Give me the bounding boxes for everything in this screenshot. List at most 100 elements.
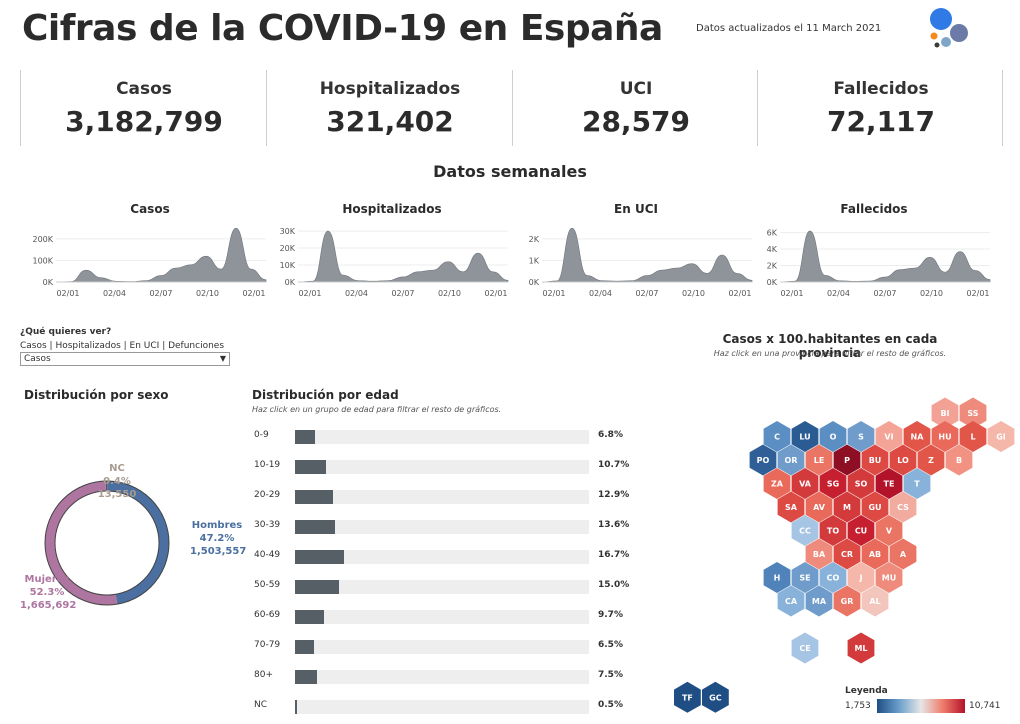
- sex-label-nc[interactable]: NC 0.4% 13,550: [92, 462, 142, 501]
- hex-shape[interactable]: [805, 585, 833, 617]
- province-hex-to[interactable]: TO: [819, 515, 847, 546]
- hex-shape[interactable]: [763, 468, 791, 499]
- age-bar-track[interactable]: [295, 430, 589, 444]
- sex-label-mujeres[interactable]: Mujeres 52.3% 1,665,692: [20, 573, 76, 612]
- province-hex-bu[interactable]: BU: [861, 444, 889, 476]
- age-bar-track[interactable]: [295, 550, 589, 564]
- province-hex-ba[interactable]: BA: [805, 538, 833, 570]
- province-hex-z[interactable]: Z: [917, 444, 945, 476]
- age-row[interactable]: 40-49 16.7%: [252, 548, 632, 564]
- hex-shape[interactable]: [819, 562, 847, 593]
- province-hex-sg[interactable]: SG: [819, 468, 847, 499]
- province-hex-l[interactable]: L: [959, 421, 987, 452]
- hex-shape[interactable]: [889, 444, 917, 476]
- area-series[interactable]: [55, 227, 267, 283]
- province-hex-cs[interactable]: CS: [889, 491, 917, 523]
- hex-shape[interactable]: [931, 421, 959, 452]
- province-hex-av[interactable]: AV: [805, 491, 833, 523]
- province-hex-ml[interactable]: ML: [847, 632, 875, 664]
- age-bar[interactable]: [295, 490, 333, 504]
- age-row[interactable]: 70-79 6.5%: [252, 638, 632, 654]
- province-hex-ss[interactable]: SS: [959, 397, 987, 429]
- province-hex-c[interactable]: C: [763, 421, 791, 452]
- province-hex-se[interactable]: SE: [791, 562, 819, 593]
- province-hex-gu[interactable]: GU: [861, 491, 889, 523]
- hex-shape[interactable]: [847, 562, 875, 593]
- hex-shape[interactable]: [702, 681, 729, 713]
- hex-shape[interactable]: [889, 538, 917, 570]
- hex-shape[interactable]: [875, 515, 903, 546]
- age-row[interactable]: 60-69 9.7%: [252, 608, 632, 624]
- hex-shape[interactable]: [833, 538, 861, 570]
- age-row[interactable]: 50-59 15.0%: [252, 578, 632, 594]
- age-bar-track[interactable]: [295, 610, 589, 624]
- province-hex-le[interactable]: LE: [805, 444, 833, 476]
- province-hex-j[interactable]: J: [847, 562, 875, 593]
- hex-shape[interactable]: [917, 444, 945, 476]
- age-row[interactable]: 80+ 7.5%: [252, 668, 632, 684]
- age-bar-track[interactable]: [295, 670, 589, 684]
- age-bar[interactable]: [295, 670, 318, 684]
- province-hex-ca[interactable]: CA: [777, 585, 805, 617]
- province-hex-lo[interactable]: LO: [889, 444, 917, 476]
- hex-shape[interactable]: [791, 632, 819, 664]
- province-hex-po[interactable]: PO: [749, 444, 777, 476]
- area-series[interactable]: [541, 227, 753, 283]
- province-hex-al[interactable]: AL: [861, 585, 889, 617]
- donut-slice-mujeres[interactable]: [45, 481, 118, 605]
- hex-shape[interactable]: [777, 585, 805, 617]
- hex-shape[interactable]: [861, 444, 889, 476]
- age-bar[interactable]: [295, 460, 327, 474]
- age-row[interactable]: 30-39 13.6%: [252, 518, 632, 534]
- hex-shape[interactable]: [875, 468, 903, 499]
- hex-shape[interactable]: [875, 562, 903, 593]
- province-hex-a[interactable]: A: [889, 538, 917, 570]
- area-series[interactable]: [297, 230, 509, 283]
- hex-shape[interactable]: [819, 421, 847, 452]
- province-hex-mu[interactable]: MU: [875, 562, 903, 593]
- sex-label-hombres[interactable]: Hombres 47.2% 1,503,557: [190, 519, 246, 558]
- hex-shape[interactable]: [847, 421, 875, 452]
- hex-shape[interactable]: [847, 515, 875, 546]
- age-bar-track[interactable]: [295, 700, 589, 714]
- province-hex-ab[interactable]: AB: [861, 538, 889, 570]
- sex-donut-chart[interactable]: [20, 455, 220, 655]
- hex-shape[interactable]: [861, 491, 889, 523]
- province-hex-h[interactable]: H: [763, 562, 791, 593]
- province-hex-va[interactable]: VA: [791, 468, 819, 499]
- age-bar[interactable]: [295, 700, 297, 714]
- hex-shape[interactable]: [791, 468, 819, 499]
- province-hex-cu[interactable]: CU: [847, 515, 875, 546]
- province-hex-sa[interactable]: SA: [777, 491, 805, 523]
- hex-shape[interactable]: [819, 468, 847, 499]
- hex-shape[interactable]: [945, 444, 973, 476]
- province-hex-m[interactable]: M: [833, 491, 861, 523]
- hex-shape[interactable]: [777, 491, 805, 523]
- province-hex-gc[interactable]: GC: [702, 681, 729, 713]
- hex-shape[interactable]: [805, 538, 833, 570]
- hex-shape[interactable]: [674, 681, 701, 713]
- area-series[interactable]: [779, 230, 991, 283]
- hex-shape[interactable]: [805, 491, 833, 523]
- hex-shape[interactable]: [987, 421, 1015, 452]
- hex-shape[interactable]: [847, 468, 875, 499]
- donut-slice-hombres[interactable]: [107, 481, 169, 605]
- province-hex-ma[interactable]: MA: [805, 585, 833, 617]
- age-bar-track[interactable]: [295, 640, 589, 654]
- province-hex-cr[interactable]: CR: [833, 538, 861, 570]
- hex-shape[interactable]: [791, 562, 819, 593]
- province-hex-gr[interactable]: GR: [833, 585, 861, 617]
- hex-shape[interactable]: [777, 444, 805, 476]
- province-hex-o[interactable]: O: [819, 421, 847, 452]
- hex-shape[interactable]: [861, 538, 889, 570]
- hex-shape[interactable]: [763, 562, 791, 593]
- age-row[interactable]: 0-9 6.8%: [252, 428, 632, 444]
- province-hex-lu[interactable]: LU: [791, 421, 819, 452]
- hex-shape[interactable]: [959, 421, 987, 452]
- age-bar[interactable]: [295, 430, 315, 444]
- province-hex-za[interactable]: ZA: [763, 468, 791, 499]
- hex-shape[interactable]: [833, 444, 861, 476]
